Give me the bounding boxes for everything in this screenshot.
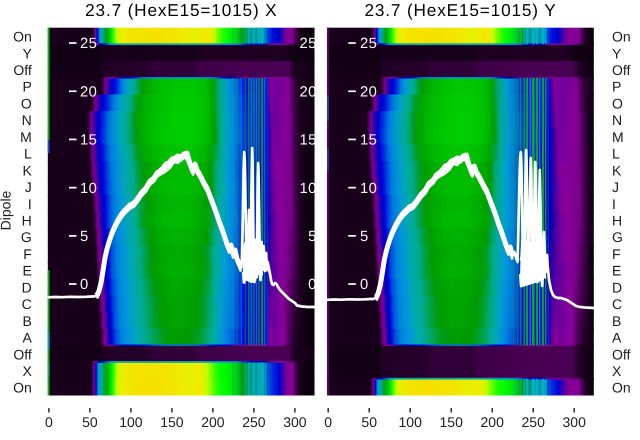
svg-text:Off: Off (612, 62, 631, 78)
svg-text:I: I (28, 196, 32, 212)
svg-text:O: O (21, 96, 32, 112)
svg-text:25: 25 (360, 36, 377, 52)
svg-text:K: K (22, 162, 32, 178)
svg-text:250: 250 (522, 414, 546, 430)
svg-text:On: On (612, 380, 631, 396)
svg-text:A: A (612, 330, 622, 346)
svg-text:N: N (22, 112, 32, 128)
svg-text:F: F (612, 246, 621, 262)
svg-text:M: M (612, 129, 624, 145)
svg-text:50: 50 (82, 414, 98, 430)
svg-text:10: 10 (300, 181, 317, 197)
svg-text:I: I (612, 196, 616, 212)
svg-text:5: 5 (308, 229, 317, 245)
svg-text:G: G (21, 229, 32, 245)
svg-text:0: 0 (80, 277, 89, 293)
svg-text:150: 150 (160, 414, 184, 430)
svg-text:On: On (612, 29, 631, 45)
svg-text:25: 25 (80, 36, 97, 52)
svg-text:B: B (22, 313, 31, 329)
svg-text:On: On (13, 380, 32, 396)
svg-text:D: D (22, 279, 32, 295)
svg-text:5: 5 (80, 229, 89, 245)
svg-text:10: 10 (80, 181, 97, 197)
svg-text:L: L (612, 146, 620, 162)
svg-text:25: 25 (300, 36, 317, 52)
svg-text:250: 250 (242, 414, 266, 430)
svg-text:200: 200 (481, 414, 505, 430)
svg-text:Off: Off (13, 62, 32, 78)
svg-text:15: 15 (360, 133, 377, 149)
svg-text:15: 15 (80, 133, 97, 149)
svg-text:M: M (20, 129, 32, 145)
svg-text:N: N (612, 112, 622, 128)
svg-text:H: H (612, 213, 622, 229)
svg-text:0: 0 (45, 414, 53, 430)
svg-text:J: J (25, 179, 32, 195)
svg-text:15: 15 (300, 133, 317, 149)
svg-text:Off: Off (612, 346, 631, 362)
svg-text:X: X (612, 363, 622, 379)
svg-text:150: 150 (440, 414, 464, 430)
svg-text:C: C (22, 296, 32, 312)
svg-text:20: 20 (80, 84, 97, 100)
svg-text:X: X (22, 363, 32, 379)
svg-text:100: 100 (119, 414, 143, 430)
svg-text:F: F (23, 246, 32, 262)
svg-text:D: D (612, 279, 622, 295)
svg-text:10: 10 (360, 181, 377, 197)
svg-text:P: P (22, 79, 31, 95)
svg-text:0: 0 (308, 277, 317, 293)
svg-text:50: 50 (361, 414, 377, 430)
svg-text:20: 20 (300, 84, 317, 100)
svg-text:23.7 (HexE15=1015) X: 23.7 (HexE15=1015) X (85, 0, 277, 20)
svg-text:G: G (612, 229, 623, 245)
svg-text:0: 0 (360, 277, 369, 293)
svg-text:Y: Y (612, 45, 622, 61)
svg-text:A: A (22, 330, 32, 346)
svg-text:200: 200 (201, 414, 225, 430)
svg-text:5: 5 (360, 229, 369, 245)
svg-text:B: B (612, 313, 621, 329)
svg-text:0: 0 (324, 414, 332, 430)
svg-text:Off: Off (13, 346, 32, 362)
svg-text:300: 300 (283, 414, 307, 430)
svg-text:K: K (612, 162, 622, 178)
svg-text:H: H (22, 213, 32, 229)
svg-text:C: C (612, 296, 622, 312)
svg-text:Dipole: Dipole (0, 190, 14, 230)
svg-text:23.7 (HexE15=1015) Y: 23.7 (HexE15=1015) Y (364, 0, 556, 20)
svg-text:L: L (24, 146, 32, 162)
svg-text:On: On (13, 29, 32, 45)
svg-text:100: 100 (399, 414, 423, 430)
svg-text:E: E (22, 263, 31, 279)
svg-text:Y: Y (22, 45, 32, 61)
svg-text:O: O (612, 96, 623, 112)
svg-text:E: E (612, 263, 621, 279)
svg-text:300: 300 (563, 414, 587, 430)
svg-text:J: J (612, 179, 619, 195)
svg-text:P: P (612, 79, 621, 95)
svg-text:20: 20 (360, 84, 377, 100)
